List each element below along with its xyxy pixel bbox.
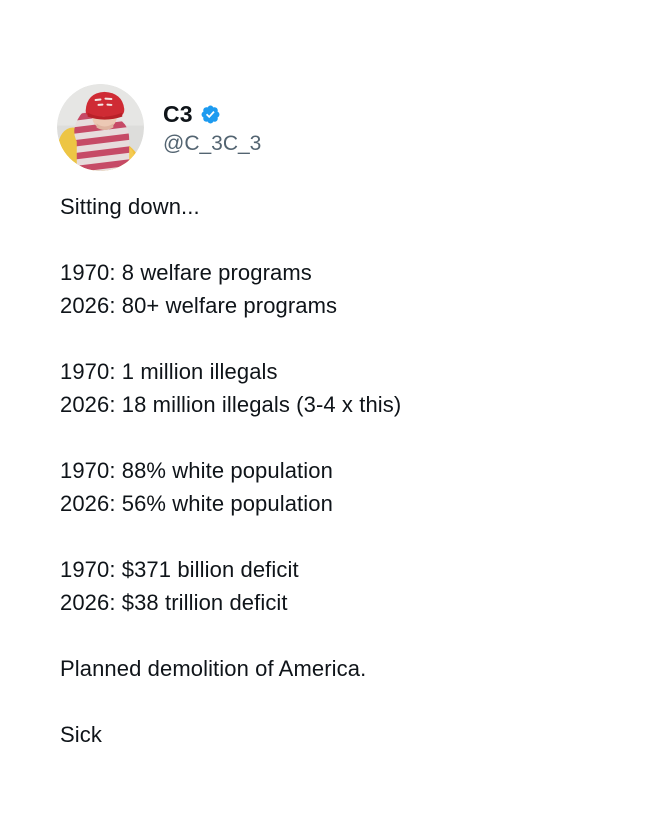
tweet-line	[60, 685, 632, 718]
avatar[interactable]	[57, 84, 144, 171]
tweet-line: 1970: 8 welfare programs	[60, 260, 312, 285]
tweet-line: 1970: 1 million illegals	[60, 359, 278, 384]
author-display-name[interactable]: C3	[163, 101, 193, 127]
tweet-line: Sitting down...	[60, 194, 200, 219]
tweet-line: 2026: 56% white population	[60, 491, 333, 516]
tweet-line: Sick	[60, 722, 102, 747]
tweet-line	[60, 322, 632, 355]
tweet-line: 2026: 18 million illegals (3-4 x this)	[60, 392, 402, 417]
author-block: C3 @C_3C_3	[163, 84, 261, 156]
tweet-line: 2026: $38 trillion deficit	[60, 590, 288, 615]
tweet-line	[60, 619, 632, 652]
tweet-line: 1970: 88% white population	[60, 458, 333, 483]
avatar-baby-red-cap-striped-sweater	[57, 84, 144, 171]
verified-badge-icon	[200, 104, 221, 125]
tweet-body: Sitting down... 1970: 8 welfare programs…	[60, 190, 632, 751]
tweet-line: 2026: 80+ welfare programs	[60, 293, 338, 318]
author-handle[interactable]: @C_3C_3	[163, 132, 262, 155]
tweet-line	[60, 520, 632, 553]
tweet-line: 1970: $371 billion deficit	[60, 557, 299, 582]
tweet-line: Planned demolition of America.	[60, 656, 367, 681]
tweet-header: C3 @C_3C_3	[57, 84, 261, 171]
author-name-row: C3	[163, 101, 261, 128]
tweet-line	[60, 421, 632, 454]
tweet-line	[60, 223, 632, 256]
